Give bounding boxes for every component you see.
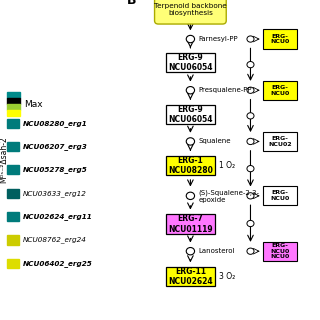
FancyBboxPatch shape	[263, 29, 297, 49]
Text: Mᴰˢ⁻²Δsah-2: Mᴰˢ⁻²Δsah-2	[0, 137, 8, 183]
FancyBboxPatch shape	[166, 267, 215, 286]
Bar	[7, 92, 20, 98]
Text: ERG-
NCU0: ERG- NCU0	[270, 190, 290, 201]
Text: ERG-
NCU0: ERG- NCU0	[270, 34, 290, 44]
FancyBboxPatch shape	[166, 53, 215, 72]
Text: (S)-Squalene-2,3-
epoxide: (S)-Squalene-2,3- epoxide	[198, 189, 260, 203]
Text: NCU08280_erg1: NCU08280_erg1	[23, 120, 88, 127]
Bar	[7, 236, 19, 244]
Bar	[7, 104, 20, 110]
Circle shape	[186, 192, 195, 200]
Circle shape	[186, 138, 195, 145]
FancyBboxPatch shape	[166, 105, 215, 124]
Text: Lanosterol: Lanosterol	[198, 248, 235, 254]
Text: 1 O₂: 1 O₂	[219, 161, 235, 170]
Circle shape	[247, 165, 254, 172]
Text: ERG-
NCU0
NCU0: ERG- NCU0 NCU0	[270, 243, 290, 260]
Circle shape	[186, 35, 195, 43]
Circle shape	[186, 86, 195, 94]
Text: 3 O₂: 3 O₂	[219, 272, 235, 281]
Circle shape	[247, 138, 254, 145]
FancyBboxPatch shape	[263, 242, 297, 261]
Text: ERG-7
NCU01119: ERG-7 NCU01119	[168, 214, 213, 234]
Text: ERG-
NCU0: ERG- NCU0	[270, 85, 290, 96]
Text: ERG-9
NCU06054: ERG-9 NCU06054	[168, 105, 213, 124]
Circle shape	[247, 193, 254, 199]
Text: Terpenoid backbone
biosynthesis: Terpenoid backbone biosynthesis	[154, 3, 227, 16]
Circle shape	[247, 36, 254, 42]
Bar	[7, 119, 19, 128]
Text: ERG-1
NCU08280: ERG-1 NCU08280	[168, 156, 213, 175]
Text: NCU06207_erg3: NCU06207_erg3	[23, 143, 88, 150]
Text: NCU02624_erg11: NCU02624_erg11	[23, 213, 93, 220]
Bar	[7, 189, 19, 198]
Text: NCU08762_erg24: NCU08762_erg24	[23, 236, 87, 244]
Text: ERG-
NCU02: ERG- NCU02	[268, 136, 292, 147]
Bar	[7, 259, 19, 268]
FancyBboxPatch shape	[166, 156, 215, 175]
Circle shape	[247, 113, 254, 119]
Circle shape	[247, 87, 254, 93]
Text: B: B	[126, 0, 136, 7]
Bar	[7, 110, 20, 116]
Circle shape	[247, 61, 254, 68]
Circle shape	[247, 248, 254, 254]
Bar	[7, 165, 19, 174]
Text: NCU05278_erg5: NCU05278_erg5	[23, 166, 88, 173]
Text: ERG-9
NCU06054: ERG-9 NCU06054	[168, 53, 213, 72]
Circle shape	[186, 247, 195, 255]
Bar	[7, 212, 19, 221]
Bar	[7, 98, 20, 104]
Bar	[7, 142, 19, 151]
Text: NCU06402_erg25: NCU06402_erg25	[23, 260, 93, 267]
Text: Presqualene-PP: Presqualene-PP	[198, 87, 252, 93]
FancyBboxPatch shape	[263, 81, 297, 100]
Text: NCU03633_erg12: NCU03633_erg12	[23, 190, 87, 197]
FancyBboxPatch shape	[155, 0, 226, 24]
Text: Farnesyl-PP: Farnesyl-PP	[198, 36, 238, 42]
FancyBboxPatch shape	[263, 132, 297, 151]
FancyBboxPatch shape	[166, 214, 215, 234]
FancyBboxPatch shape	[263, 186, 297, 205]
Text: ERG-11
NCU02624: ERG-11 NCU02624	[168, 267, 213, 286]
Text: Squalene: Squalene	[198, 139, 231, 144]
Circle shape	[247, 220, 254, 227]
Text: Max: Max	[24, 100, 43, 108]
